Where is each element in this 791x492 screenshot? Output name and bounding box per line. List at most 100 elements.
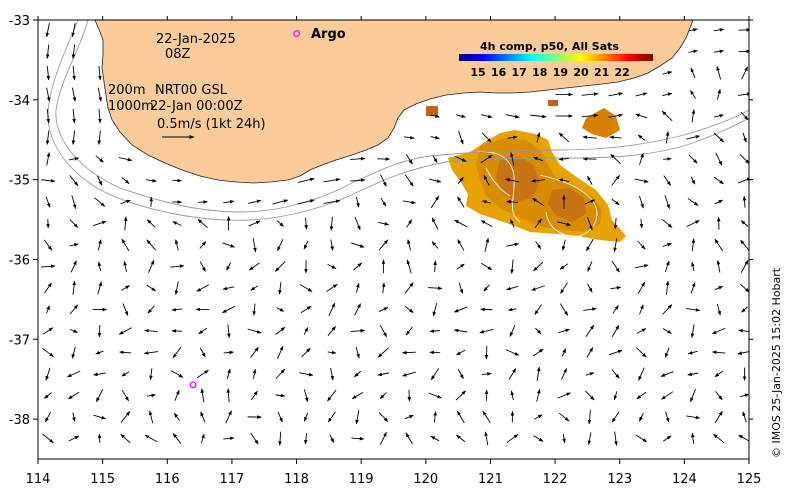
scale-label: 0.5m/s (1kt 24h)	[157, 117, 266, 132]
current-arrow	[225, 410, 232, 424]
current-arrow	[277, 345, 284, 360]
x-tick-label: 121	[478, 472, 503, 487]
current-arrow	[584, 199, 596, 205]
current-arrow	[406, 219, 413, 228]
current-arrow	[505, 349, 520, 356]
current-arrow	[144, 328, 158, 333]
current-arrow	[456, 434, 466, 443]
current-arrow	[431, 241, 439, 249]
current-arrow	[715, 152, 723, 166]
current-arrow	[611, 324, 620, 337]
current-arrow	[433, 411, 437, 423]
current-arrow	[198, 327, 208, 335]
current-arrow	[505, 178, 520, 183]
current-arrow	[481, 262, 493, 271]
current-arrow	[69, 174, 79, 187]
current-arrow	[71, 44, 76, 59]
current-arrow	[252, 238, 257, 253]
current-arrow	[480, 114, 493, 119]
current-arrow	[530, 114, 547, 119]
current-arrow	[456, 410, 465, 424]
current-arrow	[612, 305, 619, 314]
current-arrow	[714, 238, 724, 252]
current-arrow	[72, 412, 76, 422]
x-tick-label: 125	[737, 472, 762, 487]
current-arrow	[432, 302, 438, 317]
current-arrow	[480, 307, 493, 312]
current-arrow	[432, 155, 438, 163]
current-arrow	[587, 283, 593, 293]
current-arrow	[43, 392, 52, 399]
current-arrow	[531, 179, 545, 183]
current-arrow	[276, 307, 285, 312]
current-arrow	[275, 393, 286, 398]
current-arrow	[379, 392, 387, 399]
current-arrow	[639, 195, 644, 209]
current-arrow	[97, 239, 102, 251]
current-arrow	[146, 284, 156, 292]
current-arrow	[330, 239, 334, 251]
current-arrow	[742, 132, 747, 143]
current-arrow	[67, 370, 81, 378]
current-arrow	[402, 200, 417, 205]
current-arrow	[328, 302, 336, 317]
sst-colorbar	[459, 54, 653, 61]
current-arrow	[454, 219, 468, 228]
current-arrow	[45, 23, 50, 38]
current-arrow	[635, 92, 648, 97]
current-arrow	[148, 259, 155, 273]
current-arrow	[327, 411, 336, 423]
current-arrow	[711, 327, 726, 335]
current-arrow	[69, 219, 79, 228]
current-arrow	[634, 264, 649, 269]
colorbar-title: 4h comp, p50, All Sats	[480, 40, 619, 53]
argo-float-marker[interactable]	[189, 381, 197, 389]
current-arrow	[247, 199, 262, 204]
x-tick-label: 120	[413, 472, 438, 487]
x-tick-label: 114	[26, 472, 51, 487]
colorbar-gradient	[459, 54, 653, 61]
current-arrow	[428, 392, 442, 399]
current-arrow	[199, 347, 206, 358]
current-arrow	[483, 284, 490, 292]
bathymetry-contours	[47, 20, 749, 221]
current-arrow	[297, 177, 315, 183]
current-arrow	[740, 239, 749, 251]
current-arrow	[532, 197, 545, 207]
current-arrow	[686, 220, 700, 227]
current-arrow	[226, 262, 232, 271]
current-arrow	[536, 366, 541, 381]
current-arrow	[533, 156, 544, 162]
current-arrow	[377, 347, 389, 358]
colorbar-tick-label: 18	[532, 66, 547, 79]
current-arrow	[458, 282, 464, 294]
current-arrow	[686, 135, 701, 140]
current-arrow	[121, 389, 129, 402]
current-arrow	[582, 135, 597, 140]
current-arrow	[558, 178, 570, 183]
current-arrow	[354, 217, 361, 231]
current-arrow	[380, 174, 387, 187]
current-arrow	[323, 199, 341, 204]
current-arrow	[741, 306, 748, 313]
argo-legend-label: Argo	[311, 27, 346, 42]
current-arrow	[404, 135, 415, 140]
legend-200m-label: 200m	[108, 83, 145, 98]
current-arrow	[586, 347, 594, 358]
y-axis: -33 -34 -35 -36 -37 -38	[9, 14, 753, 428]
current-arrow	[510, 152, 515, 166]
current-arrow	[145, 178, 157, 183]
current-arrow	[480, 220, 493, 227]
current-arrow	[506, 242, 520, 247]
current-arrow	[690, 282, 696, 294]
x-tick-label: 123	[607, 472, 632, 487]
current-arrow	[378, 307, 389, 312]
current-arrow	[586, 216, 593, 231]
colorbar-ticks: 15 16 17 18 19 20 21 22	[470, 66, 630, 79]
current-arrow	[456, 263, 465, 270]
current-arrow	[662, 71, 673, 75]
current-arrow	[71, 346, 76, 359]
current-arrow	[69, 243, 79, 247]
current-arrow	[172, 346, 182, 359]
current-arrow	[72, 65, 76, 81]
